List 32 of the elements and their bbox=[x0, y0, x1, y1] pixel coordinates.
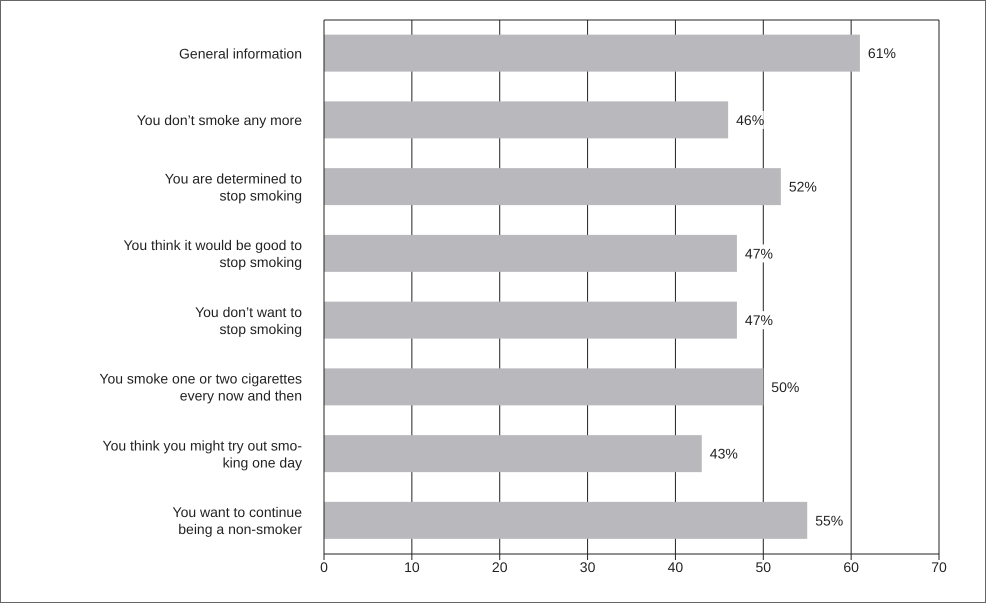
data-label: 47% bbox=[744, 245, 773, 262]
bar bbox=[324, 168, 781, 206]
y-tick-label: You are determined to stop smoking bbox=[164, 170, 302, 204]
x-tick-label: 50 bbox=[755, 558, 772, 575]
data-label: 43% bbox=[710, 446, 738, 462]
data-label: 46% bbox=[736, 112, 764, 128]
bar bbox=[324, 234, 737, 272]
y-tick-label: General information bbox=[179, 45, 302, 62]
bar bbox=[324, 302, 737, 339]
y-tick-label: You smoke one or two cigarettes every now and then bbox=[99, 370, 302, 404]
x-tick-label: 40 bbox=[668, 558, 684, 575]
y-tick-label: You think you might try out smo- king one day bbox=[102, 437, 302, 470]
x-tick-label: 30 bbox=[580, 558, 596, 575]
bar bbox=[324, 435, 702, 472]
y-tick-label: You want to continue being a non-smoker bbox=[172, 504, 302, 538]
data-label: 61% bbox=[868, 45, 896, 62]
y-tick-label: You think it would be good to stop smoking bbox=[123, 237, 302, 270]
data-label: 52% bbox=[788, 178, 817, 195]
data-label: 50% bbox=[771, 378, 800, 395]
bar bbox=[324, 34, 860, 72]
data-label: 55% bbox=[815, 512, 844, 528]
x-tick-label: 70 bbox=[931, 558, 947, 575]
y-tick-label: You don’t smoke any more bbox=[136, 112, 302, 128]
x-tick-label: 0 bbox=[320, 558, 328, 575]
data-label: 47% bbox=[744, 312, 773, 328]
y-tick-label: You don’t want to stop smoking bbox=[195, 304, 302, 337]
bar bbox=[324, 502, 808, 539]
x-tick-label: 10 bbox=[404, 558, 420, 575]
x-tick-label: 20 bbox=[492, 558, 508, 575]
bar bbox=[324, 101, 728, 138]
x-tick-label: 60 bbox=[843, 558, 860, 575]
bar bbox=[324, 368, 764, 406]
